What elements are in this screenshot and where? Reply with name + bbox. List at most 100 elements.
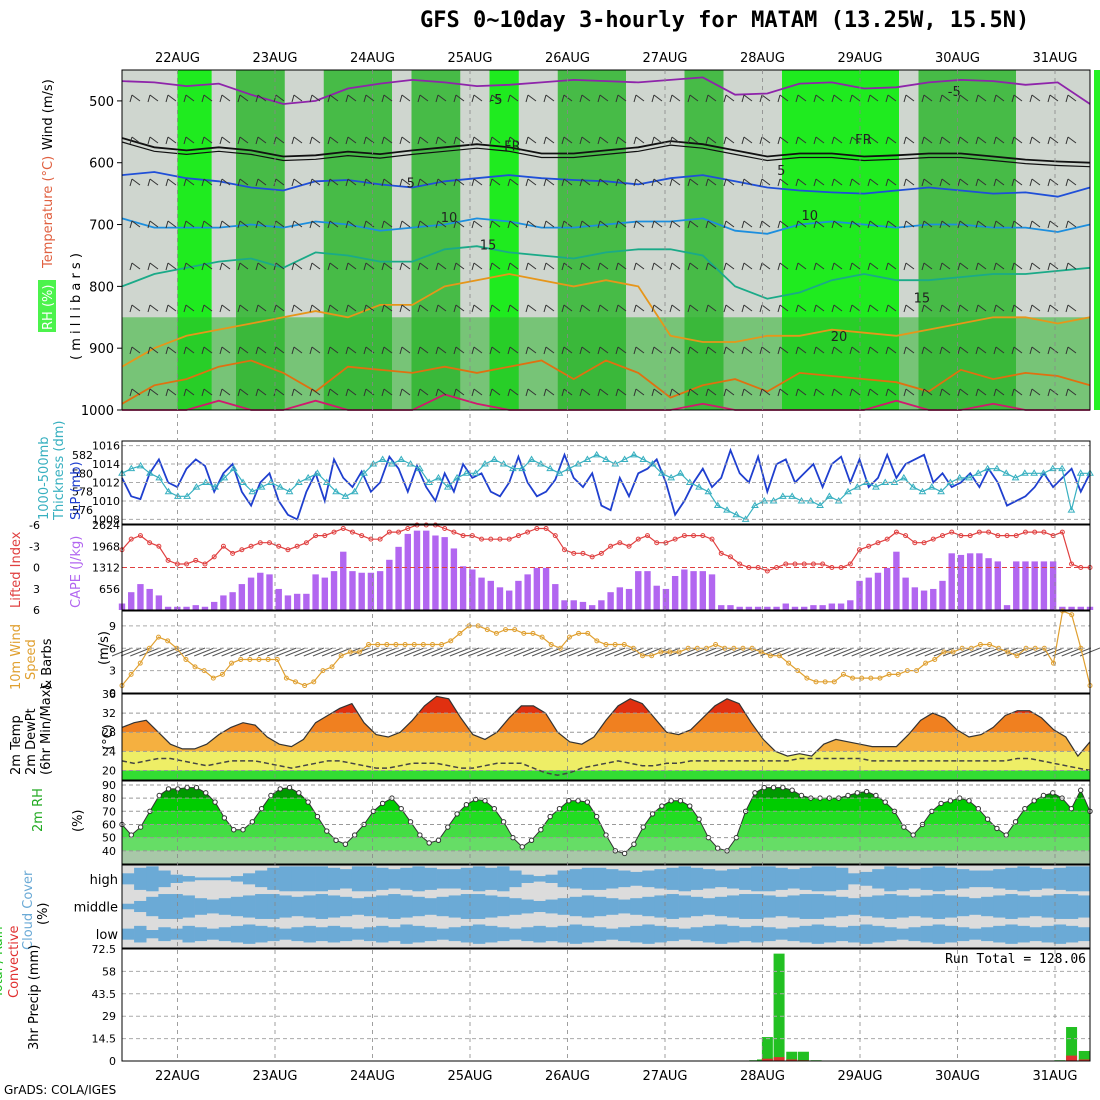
thickness-point [313,469,322,476]
lifted-index-point [737,561,743,567]
cloud-cell-high [932,866,946,892]
temp-band [122,770,1090,780]
wind-barb [183,220,195,229]
wind-barb [597,136,609,145]
rh-point [491,805,498,812]
wind-barb-10m [522,647,544,657]
wind-barb [399,346,411,355]
lifted-index-point [506,536,512,542]
cloud-cell-middle [243,895,256,918]
cape-bar [496,587,504,610]
wind-barb [255,220,267,229]
wind-speed-point [1069,612,1075,618]
thickness-point [1011,473,1020,481]
wind-speed-point [229,660,235,666]
lifted-index-point [211,554,217,560]
cloud-cell-low [182,925,195,943]
cloud-cell-high [472,866,486,892]
rh-point [407,819,414,825]
cloud-cell-middle [1041,895,1054,918]
thickness-point [1067,506,1076,513]
wind-barb-10m [504,647,525,657]
thickness-tick: 580 [72,467,93,480]
cloud-cell-high [303,866,316,892]
lifted-index-point [1022,529,1028,535]
cape-bar [819,605,826,610]
wind-speed-point [274,656,280,662]
cape-bar [349,571,356,610]
wind-barb [273,262,285,271]
cloud-cell-low [218,927,232,942]
cape-bar [930,588,937,610]
wind-barb [129,346,141,355]
cape-bar [718,605,725,610]
wind-speed-point [265,656,271,662]
li-tick: 0 [33,562,40,575]
thickness-point [1058,464,1066,472]
rh-point [398,805,404,812]
millibars-label: ( m i l l i b a r s ) [69,253,84,360]
cape-bar [128,592,135,610]
wind-barb [885,220,897,229]
lifted-index-point [672,536,678,542]
cloud-cell-low [593,927,607,942]
wind-speed-point [840,671,846,677]
lifted-index-point [727,554,733,560]
wind-barb-10m [851,647,872,657]
cape-bar [976,553,983,610]
wind-barb-10m [321,647,343,657]
precip-tick: 0 [109,1055,116,1068]
cape-bar [450,548,458,610]
rh-point [538,827,544,833]
lifted-index-point [497,536,503,542]
cloud-cell-low [327,925,341,943]
wind-barb [381,136,393,145]
wind-barb [327,346,339,355]
cloud-cell-high [497,866,510,892]
wind-barb [867,220,879,229]
wind-barb [435,304,447,313]
wind-barb-10m [787,647,808,657]
wind-barb [885,304,897,313]
lifted-index-point [617,540,623,546]
wind-barb [417,94,429,103]
wind-barb-10m [705,647,726,657]
wind-barb [327,304,339,313]
wind-speed-point [366,642,372,648]
cloud-cell-high [1077,866,1091,892]
rh-point [640,824,646,830]
y-tick-label: 800 [89,280,114,295]
rh-point [845,792,851,799]
wind-barb [381,220,393,229]
rh-point [1077,787,1084,793]
cloud-cell-low [944,925,958,943]
rh-point [1050,790,1056,796]
wind-barb [1065,304,1077,313]
cloud-cell-high [436,869,449,889]
precip-total-bar [1066,1027,1078,1061]
wind-barb [651,304,663,313]
wind-barb [849,388,861,397]
wind-barb [525,262,537,271]
wind-barb-10m [303,647,324,657]
cape-bar [506,590,513,610]
wind-speed-point [439,642,445,648]
wind-barb [975,346,987,355]
wind-barb [741,220,753,229]
rh-tick: 50 [102,832,116,845]
wind-barb [1065,262,1077,271]
thickness-point [899,473,908,481]
cloud-cell-middle [545,899,558,914]
thickness-point [788,492,797,499]
lifted-index-point [1032,529,1038,535]
wind-speed-point [448,638,454,644]
thickness-point [1020,469,1029,476]
cloud-cell-middle [956,896,970,917]
lifted-index-point [386,529,392,535]
panel-frame [121,864,1091,949]
cloud-cell-middle [521,899,534,914]
cape-bar [588,605,596,610]
cloud-cell-middle [230,896,244,917]
wind-barb [561,262,573,271]
lifted-index-point [608,543,614,549]
